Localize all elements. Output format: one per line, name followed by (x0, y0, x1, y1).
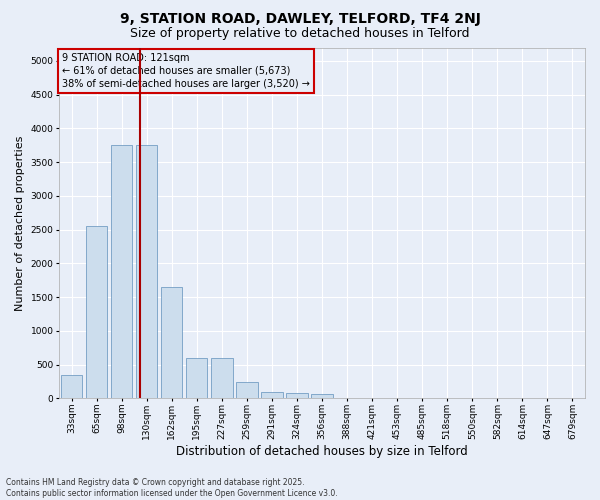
Bar (286, 393, 308, 398)
Bar (262, 392, 283, 398)
Bar (86, 226, 107, 398)
Bar (236, 382, 257, 398)
Bar (311, 394, 332, 398)
Bar (211, 358, 233, 399)
Y-axis label: Number of detached properties: Number of detached properties (15, 136, 25, 310)
Bar (61, 375, 82, 398)
Text: Size of property relative to detached houses in Telford: Size of property relative to detached ho… (130, 28, 470, 40)
Bar (136, 146, 157, 398)
X-axis label: Distribution of detached houses by size in Telford: Distribution of detached houses by size … (176, 444, 468, 458)
Bar (161, 287, 182, 399)
Text: Contains HM Land Registry data © Crown copyright and database right 2025.
Contai: Contains HM Land Registry data © Crown c… (6, 478, 338, 498)
Bar (186, 358, 208, 399)
Text: 9 STATION ROAD: 121sqm
← 61% of detached houses are smaller (5,673)
38% of semi-: 9 STATION ROAD: 121sqm ← 61% of detached… (62, 53, 310, 89)
Text: 9, STATION ROAD, DAWLEY, TELFORD, TF4 2NJ: 9, STATION ROAD, DAWLEY, TELFORD, TF4 2N… (119, 12, 481, 26)
Bar (111, 146, 133, 398)
